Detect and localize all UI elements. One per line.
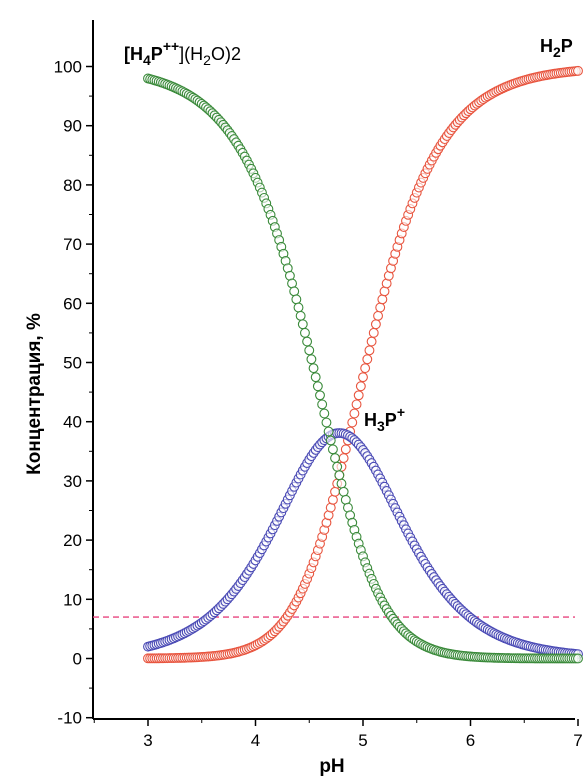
data-point (302, 336, 313, 347)
data-point (349, 408, 360, 419)
x-tick-label: 5 (358, 731, 367, 750)
y-tick-label: 40 (63, 413, 82, 432)
series-h3p (143, 428, 583, 660)
y-tick-label: 50 (63, 354, 82, 373)
y-tick-label: 30 (63, 472, 82, 491)
y-tick-label: 70 (63, 235, 82, 254)
data-point (319, 408, 330, 419)
data-point (327, 494, 338, 505)
data-point (325, 435, 336, 446)
data-point (291, 294, 302, 305)
data-point (334, 470, 345, 481)
data-point (312, 381, 323, 392)
y-tick-label: 80 (63, 176, 82, 195)
x-tick-label: 3 (143, 731, 152, 750)
data-point (573, 653, 583, 664)
data-point (338, 486, 349, 497)
data-point (300, 327, 310, 338)
data-point (340, 444, 351, 455)
series-h2p (143, 65, 583, 664)
data-point (304, 345, 315, 356)
series-h4p (143, 73, 583, 664)
label-h2p: H2P (540, 36, 573, 60)
data-point (297, 319, 308, 330)
data-point (368, 327, 379, 338)
data-point (330, 453, 340, 464)
ticks: -10 0 10 20 30 40 50 60 70 80 90 100 3 4 5 6 7 (54, 58, 583, 751)
data-point (327, 444, 338, 455)
y-tick-label: 60 (63, 294, 82, 313)
label-h3p: H3P+ (364, 404, 405, 434)
data-point (306, 354, 317, 365)
data-point (338, 453, 349, 464)
data-point (295, 310, 306, 321)
y-tick-label: 90 (63, 117, 82, 136)
data-point (332, 461, 343, 472)
y-tick-label: 100 (54, 58, 82, 77)
data-point (360, 363, 371, 374)
data-point (347, 417, 358, 428)
data-point (573, 65, 583, 76)
y-axis-title: Концентрация, % (24, 313, 45, 475)
data-point (317, 399, 328, 410)
data-point (375, 302, 386, 313)
data-point (308, 363, 319, 374)
data-point (336, 478, 347, 489)
data-point (330, 486, 340, 497)
data-point (373, 310, 383, 321)
data-point (355, 381, 366, 392)
data-point (310, 372, 321, 383)
data-point (351, 399, 362, 410)
data-point (358, 372, 368, 383)
data-point (293, 302, 304, 313)
x-tick-label: 7 (573, 731, 582, 750)
data-point (362, 354, 373, 365)
series-group (143, 65, 583, 664)
x-tick-label: 4 (251, 731, 260, 750)
y-tick-label: 0 (73, 650, 82, 669)
data-point (353, 390, 364, 401)
label-h4p: [H4P++](H2O)2 (124, 38, 241, 68)
data-point (289, 286, 300, 297)
data-point (377, 294, 388, 305)
x-axis-title: pH (319, 756, 344, 777)
x-tick-label: 6 (466, 731, 475, 750)
data-point (370, 319, 381, 330)
data-point (323, 426, 334, 437)
y-tick-label: -10 (57, 709, 82, 728)
data-point (315, 390, 325, 401)
data-point (366, 336, 377, 347)
y-tick-label: 10 (63, 590, 82, 609)
data-point (321, 417, 332, 428)
y-tick-label: 20 (63, 531, 82, 550)
data-point (364, 345, 375, 356)
